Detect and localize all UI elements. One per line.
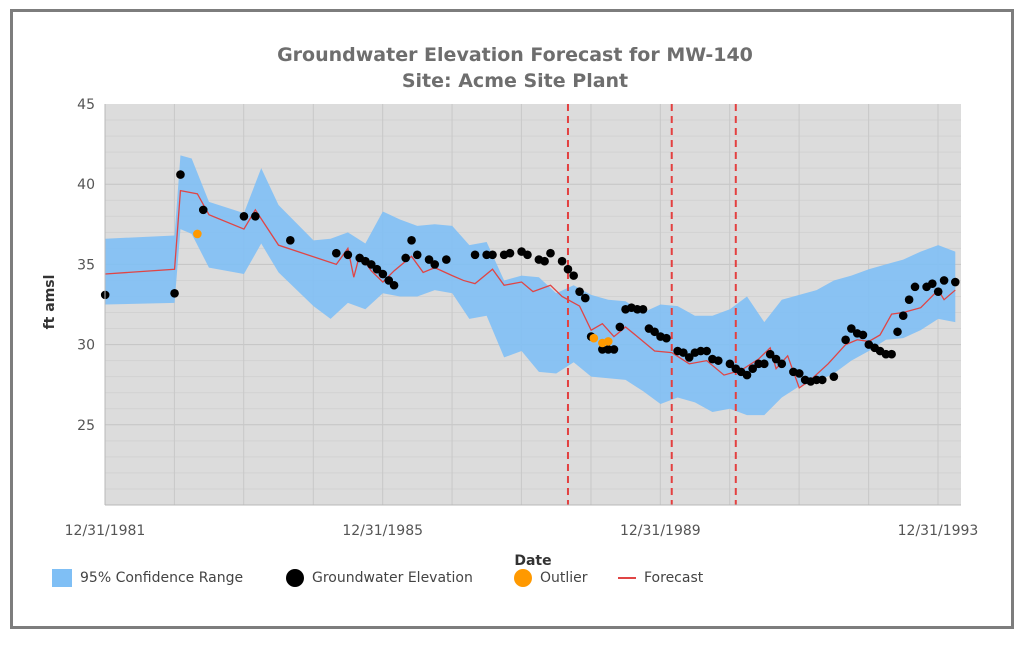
groundwater-point — [198, 205, 208, 215]
outlier-point — [193, 229, 202, 239]
groundwater-point — [765, 349, 775, 359]
legend-item-outlier[interactable]: Outlier — [514, 567, 588, 589]
groundwater-point — [389, 280, 399, 290]
groundwater-point — [407, 236, 416, 245]
legend-observed-label: Groundwater Elevation — [312, 570, 473, 586]
groundwater-point — [904, 295, 914, 304]
groundwater-point — [343, 250, 353, 260]
groundwater-point — [424, 255, 434, 264]
groundwater-point — [286, 236, 295, 245]
groundwater-point — [742, 370, 752, 380]
legend-band-swatch — [52, 569, 72, 587]
groundwater-point — [794, 369, 804, 378]
groundwater-point — [569, 271, 578, 280]
groundwater-point — [702, 346, 712, 356]
groundwater-point — [858, 330, 868, 340]
groundwater-point — [638, 305, 648, 314]
y-axis-title: ft amsl — [42, 275, 58, 330]
legend-observed-swatch — [286, 569, 304, 587]
x-axis-title: Date — [514, 553, 551, 569]
legend-forecast-label: Forecast — [644, 570, 704, 586]
groundwater-point — [817, 375, 827, 385]
legend-item-forecast[interactable]: Forecast — [618, 567, 703, 589]
chart-title: Groundwater Elevation Forecast for MW-14… — [277, 44, 753, 66]
groundwater-point — [939, 276, 949, 285]
groundwater-point — [650, 327, 659, 337]
groundwater-point — [928, 279, 937, 288]
groundwater-point — [170, 288, 179, 298]
groundwater-point — [251, 211, 260, 221]
y-tick-label: 40 — [77, 177, 95, 193]
groundwater-point — [598, 345, 607, 354]
groundwater-point — [714, 356, 723, 365]
groundwater-point — [176, 170, 185, 179]
legend-band-label: 95% Confidence Range — [80, 570, 244, 586]
groundwater-point — [950, 277, 960, 287]
groundwater-point — [887, 349, 896, 359]
groundwater-point — [615, 322, 625, 332]
groundwater-point — [893, 327, 902, 337]
y-tick-label: 30 — [77, 338, 95, 354]
groundwater-point — [829, 372, 839, 381]
groundwater-point — [563, 264, 573, 274]
plot-area: 25 30 35 40 45 12/31/1981 12/31/1985 12/31/1989… — [65, 97, 979, 539]
groundwater-point — [546, 248, 555, 258]
y-tick-label: 45 — [77, 97, 95, 113]
groundwater-point — [331, 248, 341, 258]
groundwater-point — [679, 348, 688, 357]
outlier-point — [603, 337, 613, 346]
legend-outlier-label: Outlier — [540, 570, 588, 586]
groundwater-point — [372, 264, 382, 274]
groundwater-point — [662, 333, 671, 343]
groundwater-point — [482, 250, 491, 260]
groundwater-point — [898, 311, 908, 321]
groundwater-point — [378, 269, 388, 279]
groundwater-point — [748, 364, 758, 373]
groundwater-point — [609, 345, 619, 354]
groundwater-point — [239, 211, 249, 221]
groundwater-point — [412, 250, 422, 260]
legend-forecast-swatch — [618, 577, 636, 579]
chart-subtitle: Site: Acme Site Plant — [401, 70, 629, 92]
legend-item-band[interactable]: 95% Confidence Range — [52, 567, 243, 589]
x-tick-label: 12/31/1981 — [65, 523, 146, 539]
groundwater-point — [933, 287, 943, 296]
groundwater-point — [771, 354, 781, 364]
confidence-band — [105, 155, 956, 416]
outlier-point — [589, 333, 599, 343]
groundwater-point — [401, 253, 410, 263]
legend-outlier-swatch — [514, 569, 532, 587]
groundwater-point — [684, 353, 694, 362]
x-tick-label: 12/31/1993 — [898, 523, 979, 539]
y-tick-label: 25 — [77, 418, 95, 434]
groundwater-point — [523, 250, 532, 260]
groundwater-point — [847, 324, 856, 333]
groundwater-point — [725, 359, 735, 369]
groundwater-point — [696, 346, 706, 356]
groundwater-point — [575, 287, 584, 296]
groundwater-point — [580, 293, 590, 303]
groundwater-point — [777, 359, 787, 369]
x-tick-label: 12/31/1989 — [620, 523, 701, 539]
groundwater-point — [910, 282, 920, 292]
x-tick-label: 12/31/1985 — [342, 523, 423, 539]
legend-item-observed[interactable]: Groundwater Elevation — [286, 567, 473, 589]
groundwater-point — [505, 248, 515, 258]
groundwater-point — [557, 256, 567, 266]
groundwater-point — [366, 260, 376, 269]
groundwater-point — [759, 359, 769, 369]
groundwater-point — [841, 335, 850, 345]
groundwater-point — [430, 260, 440, 269]
groundwater-point — [488, 250, 497, 260]
groundwater-point — [540, 256, 549, 266]
groundwater-point — [442, 255, 451, 264]
groundwater-point — [470, 250, 480, 260]
y-tick-label: 35 — [77, 257, 95, 273]
